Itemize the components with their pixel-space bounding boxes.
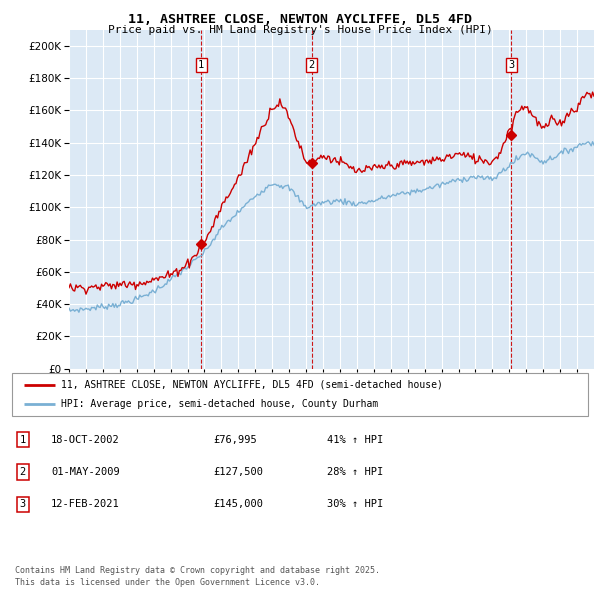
Text: HPI: Average price, semi-detached house, County Durham: HPI: Average price, semi-detached house,…	[61, 399, 378, 409]
Text: 28% ↑ HPI: 28% ↑ HPI	[327, 467, 383, 477]
Text: Contains HM Land Registry data © Crown copyright and database right 2025.
This d: Contains HM Land Registry data © Crown c…	[15, 566, 380, 587]
Text: 41% ↑ HPI: 41% ↑ HPI	[327, 435, 383, 444]
Text: 30% ↑ HPI: 30% ↑ HPI	[327, 500, 383, 509]
Text: 11, ASHTREE CLOSE, NEWTON AYCLIFFE, DL5 4FD (semi-detached house): 11, ASHTREE CLOSE, NEWTON AYCLIFFE, DL5 …	[61, 380, 443, 390]
Text: 3: 3	[508, 60, 514, 70]
Text: 2: 2	[20, 467, 26, 477]
Text: 3: 3	[20, 500, 26, 509]
Text: Price paid vs. HM Land Registry's House Price Index (HPI): Price paid vs. HM Land Registry's House …	[107, 25, 493, 35]
Text: £127,500: £127,500	[213, 467, 263, 477]
Text: 12-FEB-2021: 12-FEB-2021	[51, 500, 120, 509]
Text: £76,995: £76,995	[213, 435, 257, 444]
Text: 2: 2	[308, 60, 315, 70]
Text: 1: 1	[20, 435, 26, 444]
Text: 1: 1	[198, 60, 204, 70]
Text: 11, ASHTREE CLOSE, NEWTON AYCLIFFE, DL5 4FD: 11, ASHTREE CLOSE, NEWTON AYCLIFFE, DL5 …	[128, 13, 472, 26]
Text: 01-MAY-2009: 01-MAY-2009	[51, 467, 120, 477]
Text: £145,000: £145,000	[213, 500, 263, 509]
Text: 18-OCT-2002: 18-OCT-2002	[51, 435, 120, 444]
